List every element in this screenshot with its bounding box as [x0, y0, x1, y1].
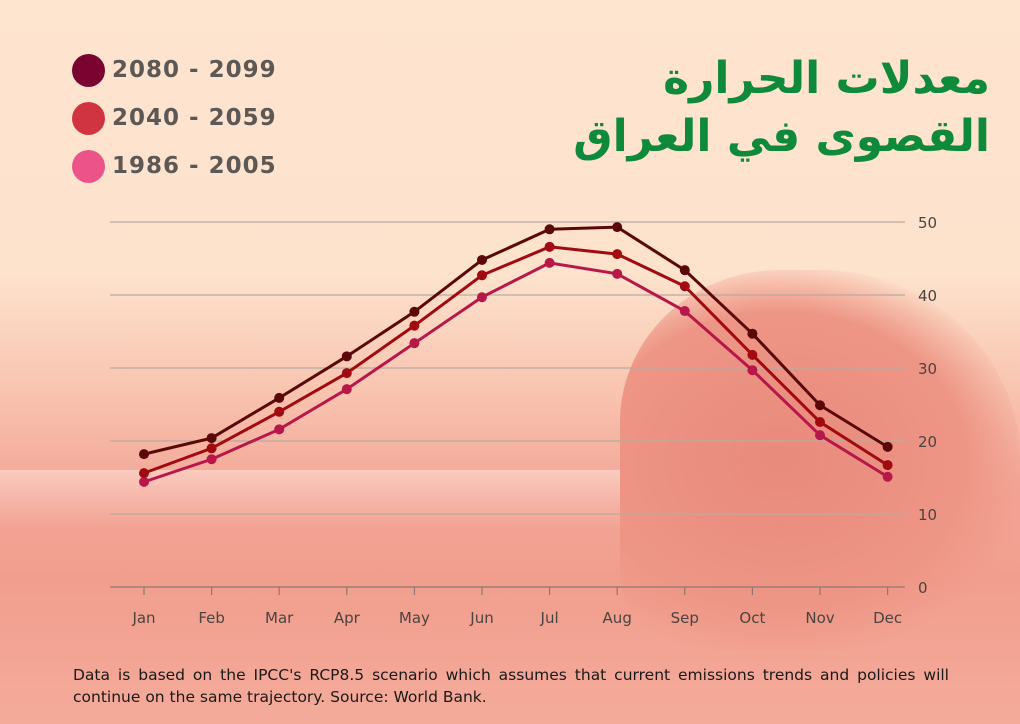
- legend-label: 1986 - 2005: [112, 153, 277, 179]
- background-water: [0, 470, 640, 530]
- legend: 2080 - 2099 2040 - 2059 1986 - 2005: [72, 46, 277, 190]
- data-point: [274, 424, 285, 435]
- data-point: [747, 328, 758, 339]
- legend-dot-icon: [72, 101, 105, 135]
- series-line: [143, 261, 889, 484]
- data-point: [274, 406, 285, 417]
- data-point: [544, 224, 555, 235]
- data-point: [139, 449, 149, 460]
- y-tick-label: 0: [918, 579, 928, 597]
- series-line: [143, 225, 889, 456]
- legend-dot-icon: [72, 53, 105, 87]
- x-tick-label: Feb: [198, 609, 225, 627]
- data-point: [815, 417, 825, 428]
- data-point: [882, 441, 893, 452]
- source-note: Data is based on the IPCC's RCP8.5 scena…: [73, 666, 949, 706]
- data-point: [679, 306, 690, 317]
- x-tick-label: Jul: [540, 609, 559, 627]
- data-point: [815, 400, 825, 411]
- data-point: [409, 320, 420, 331]
- data-point: [139, 468, 149, 479]
- series-line: [143, 245, 889, 475]
- data-point: [747, 349, 758, 360]
- x-tick-label: Apr: [334, 609, 361, 627]
- data-point: [206, 433, 217, 444]
- data-point: [747, 365, 758, 376]
- y-tick-label: 50: [918, 214, 937, 232]
- x-tick-label: May: [399, 609, 430, 627]
- data-point: [679, 281, 690, 292]
- data-point: [477, 254, 487, 265]
- title-line-1: معدلات الحرارة: [663, 53, 990, 104]
- data-point: [679, 265, 690, 276]
- legend-label: 2080 - 2099: [112, 57, 277, 83]
- y-tick-label: 10: [918, 506, 937, 524]
- y-tick-label: 30: [918, 360, 937, 378]
- data-point: [477, 270, 487, 281]
- x-tick-label: Sep: [671, 609, 699, 627]
- legend-item: 1986 - 2005: [72, 142, 277, 190]
- data-point: [544, 241, 555, 252]
- title-line-2: القصوى في العراق: [573, 111, 990, 162]
- legend-item: 2080 - 2099: [72, 46, 277, 94]
- legend-dot-icon: [72, 149, 105, 183]
- chart-title: معدلات الحرارة القصوى في العراق: [573, 50, 990, 166]
- data-point: [882, 460, 893, 471]
- data-point: [409, 306, 420, 317]
- legend-item: 2040 - 2059: [72, 94, 277, 142]
- x-tick-label: Aug: [603, 609, 632, 627]
- x-tick-label: Mar: [265, 609, 294, 627]
- data-point: [815, 430, 825, 441]
- data-point: [612, 268, 623, 279]
- x-tick-label: Jun: [469, 609, 493, 627]
- x-tick-label: Oct: [739, 609, 765, 627]
- x-tick-label: Jan: [131, 609, 155, 627]
- data-point: [477, 292, 487, 303]
- data-point: [882, 471, 893, 482]
- data-point: [341, 384, 352, 395]
- data-point: [612, 222, 623, 233]
- data-point: [409, 338, 420, 349]
- data-point: [341, 368, 352, 379]
- y-tick-label: 20: [918, 433, 937, 451]
- data-point: [544, 257, 555, 268]
- data-point: [274, 392, 285, 403]
- data-point: [341, 351, 352, 362]
- data-point: [139, 476, 149, 487]
- x-tick-label: Dec: [873, 609, 902, 627]
- data-point: [206, 454, 217, 465]
- y-tick-label: 40: [918, 287, 937, 305]
- data-point: [206, 443, 217, 454]
- legend-label: 2040 - 2059: [112, 105, 277, 131]
- data-point: [612, 249, 623, 260]
- x-tick-label: Nov: [805, 609, 834, 627]
